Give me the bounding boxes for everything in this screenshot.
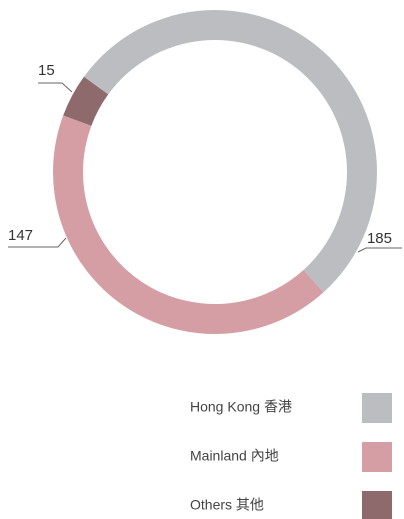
data-label: 15 [38, 62, 55, 79]
donut-segment [52, 115, 324, 334]
legend-label: Others 其他 [190, 497, 264, 513]
donut-segment [83, 10, 377, 293]
data-label: 147 [8, 227, 33, 244]
leader-line [38, 82, 73, 93]
legend-swatch [362, 491, 392, 519]
legend-label: Hong Kong 香港 [190, 399, 292, 415]
legend-label: Mainland 內地 [190, 448, 279, 464]
leader-line [8, 237, 67, 248]
donut-segment [63, 76, 109, 126]
legend-swatch [362, 442, 392, 472]
legend-swatch [362, 393, 392, 423]
data-label: 185 [367, 230, 392, 247]
leader-line [357, 247, 402, 253]
